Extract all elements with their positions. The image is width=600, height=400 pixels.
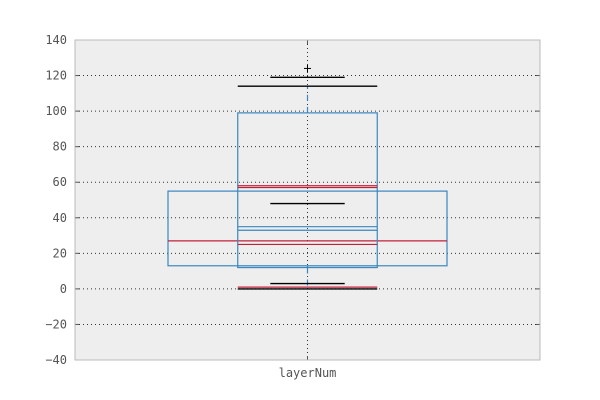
y-tick-label: 40 xyxy=(53,211,67,225)
y-tick-label: 120 xyxy=(45,69,67,83)
y-axis-ticks: −40 −20 0 20 40 60 80 100 120 140 xyxy=(45,33,540,367)
x-category-label: layerNum xyxy=(279,366,337,380)
box xyxy=(167,190,448,267)
y-tick-label: 60 xyxy=(53,175,67,189)
outliers-group xyxy=(304,64,311,72)
inner-lines-group xyxy=(237,185,378,288)
y-tick-label: 20 xyxy=(53,246,67,260)
boxes-group xyxy=(167,86,448,289)
y-tick-label: 0 xyxy=(60,282,67,296)
x-axis-ticks: layerNum xyxy=(279,40,337,380)
box xyxy=(237,112,378,269)
y-tick-label: 140 xyxy=(45,33,67,47)
y-tick-label: 100 xyxy=(45,104,67,118)
y-tick-label: −20 xyxy=(45,317,67,331)
plot-frame xyxy=(74,39,541,361)
y-tick-label: −40 xyxy=(45,353,67,367)
y-tick-label: 80 xyxy=(53,140,67,154)
caps-group xyxy=(237,76,378,290)
